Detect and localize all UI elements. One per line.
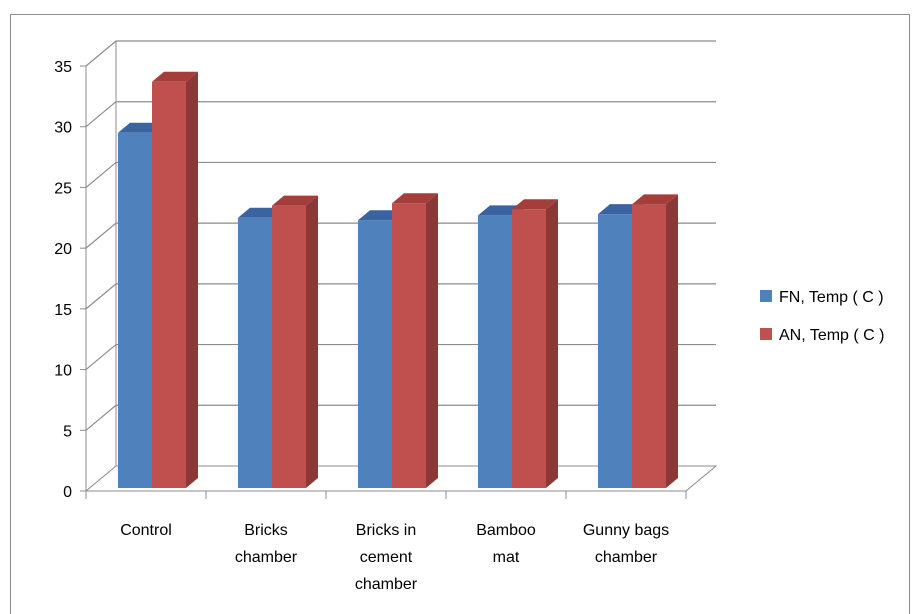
category-label-line: Gunny bags: [583, 522, 669, 539]
category-label-line: chamber: [355, 576, 418, 593]
bar-side: [666, 194, 678, 488]
bar-front: [272, 205, 306, 488]
category-labels: Control Bricks chamber Bricks in cement chamb…: [120, 522, 669, 593]
category-label: Bricks in cement chamber: [355, 522, 418, 593]
bar-side: [426, 193, 438, 488]
category-label-line: Bricks: [244, 522, 288, 539]
bar: [632, 194, 678, 488]
category-label: Bamboo mat: [476, 522, 536, 566]
y-tick-label: 20: [54, 241, 72, 258]
legend-label: FN, Temp ( C ): [779, 289, 884, 306]
bar-front: [598, 214, 632, 488]
bar-front: [512, 209, 546, 489]
gridline: [85, 40, 716, 67]
gridlines: [85, 40, 716, 431]
bar-front: [632, 204, 666, 488]
chart-walls: [84, 41, 718, 492]
bar-top: [152, 71, 198, 82]
category-label: Bricks chamber: [235, 522, 298, 566]
y-tick-label: 30: [54, 120, 72, 137]
category-label-line: chamber: [595, 549, 658, 566]
category-label: Gunny bags chamber: [583, 522, 669, 566]
bar-front: [238, 217, 272, 489]
category-label-line: Bricks in: [356, 522, 416, 539]
bar-top: [392, 193, 438, 204]
bar-side: [186, 71, 198, 489]
y-axis-ticks: 0 5 10 15 20 25 30 35: [54, 59, 86, 501]
y-tick-label: 5: [63, 423, 72, 440]
category-label-line: Bamboo: [476, 522, 536, 539]
y-tick-label: 25: [54, 180, 72, 197]
bar: [272, 195, 318, 488]
legend-label: AN, Temp ( C ): [779, 327, 885, 344]
bar-front: [358, 220, 392, 488]
bar-front: [152, 81, 186, 489]
bars: [118, 71, 678, 489]
bar-side: [306, 195, 318, 488]
category-label-line: cement: [360, 549, 413, 566]
category-label-line: Control: [120, 522, 172, 539]
bar-top: [272, 195, 318, 206]
gridline: [85, 101, 716, 128]
bar: [152, 71, 198, 489]
gridline: [85, 161, 716, 188]
bar-front: [118, 132, 152, 489]
legend: FN, Temp ( C ) AN, Temp ( C ): [760, 289, 885, 344]
category-label-line: mat: [493, 549, 520, 566]
bar-top: [512, 199, 558, 210]
floor: [84, 465, 718, 492]
bar-front: [392, 203, 426, 488]
y-tick-label: 35: [54, 59, 72, 76]
legend-swatch: [760, 328, 772, 340]
bar-side: [546, 199, 558, 489]
bar: [512, 199, 558, 489]
y-tick-label: 15: [54, 302, 72, 319]
bar-top: [632, 194, 678, 205]
category-label-line: chamber: [235, 549, 298, 566]
x-axis: [85, 491, 687, 499]
chart-frame: [10, 14, 910, 614]
category-label: Control: [120, 522, 172, 539]
bar: [392, 193, 438, 488]
y-tick-label: 10: [54, 363, 72, 380]
legend-swatch: [760, 290, 772, 302]
y-tick-label: 0: [63, 484, 72, 501]
bar-front: [478, 215, 512, 488]
